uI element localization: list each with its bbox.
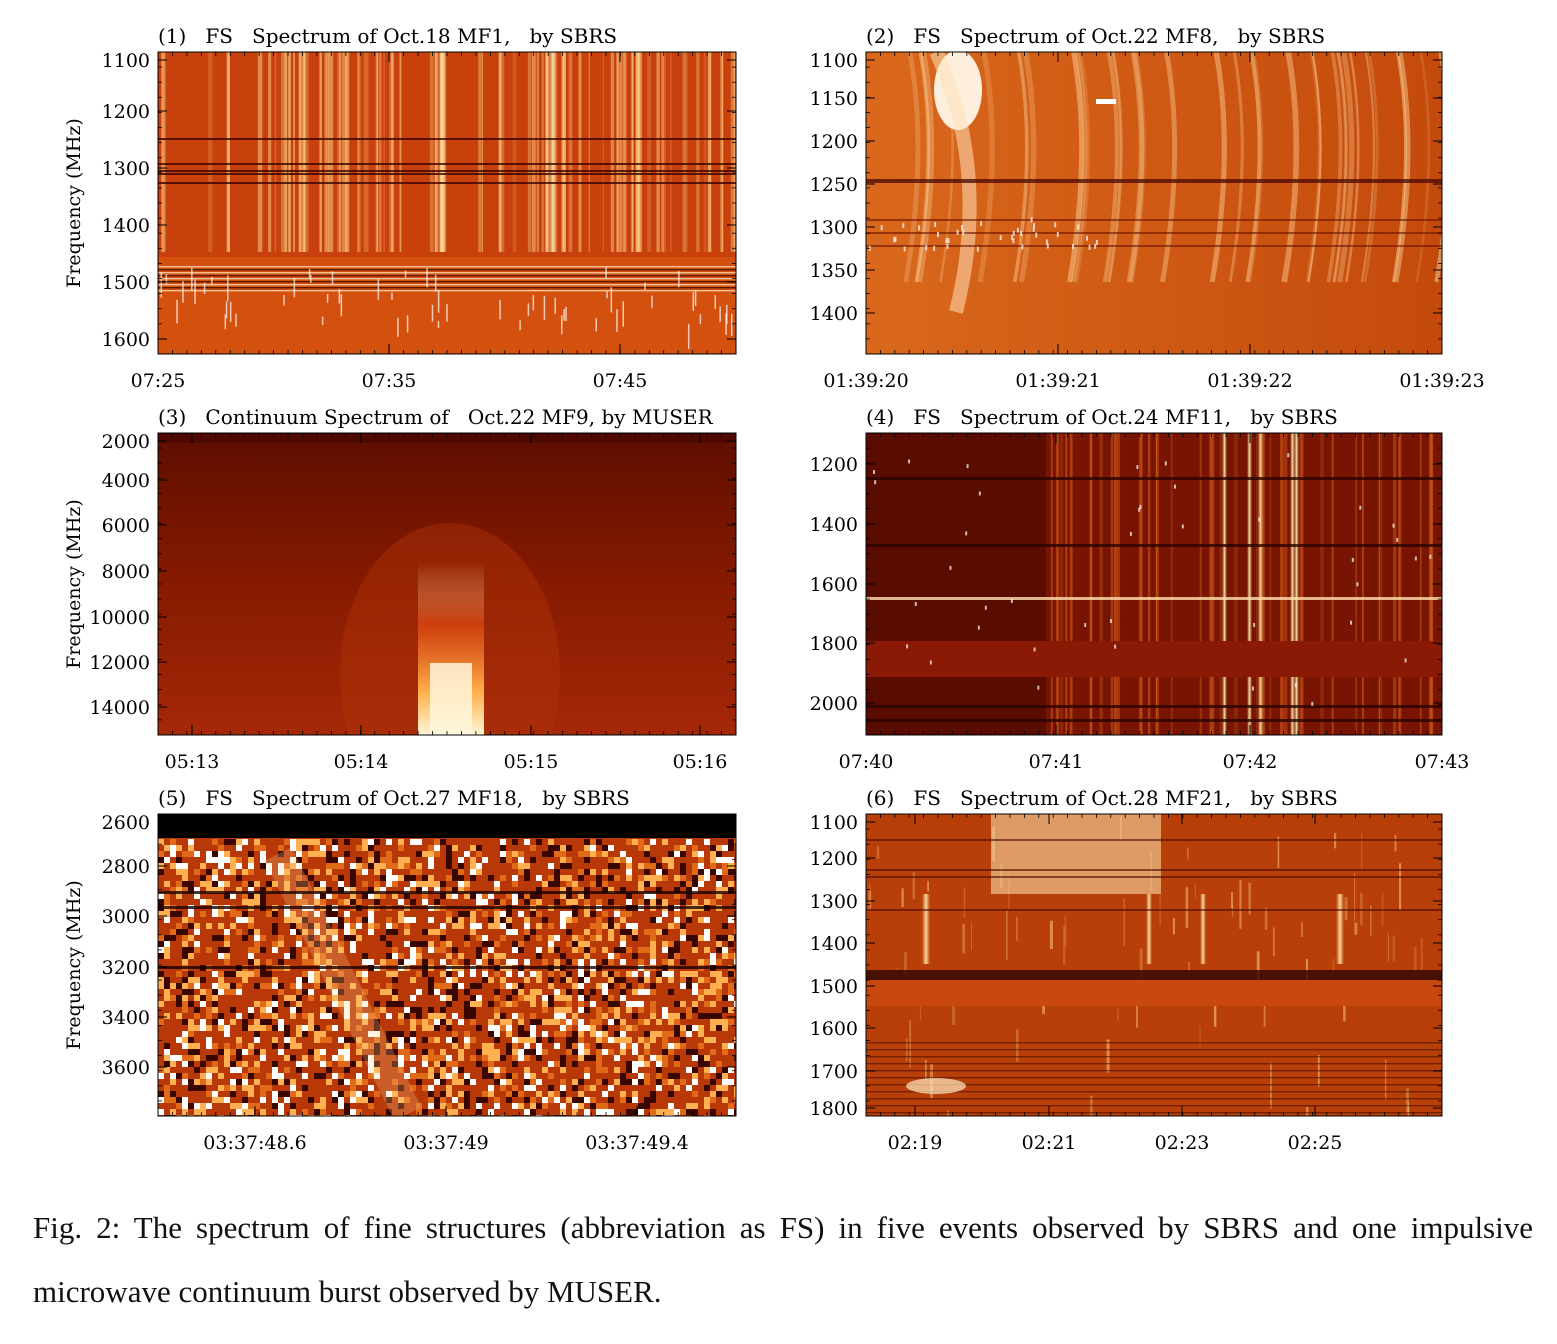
panel-1: (1) FS Spectrum of Oct.18 MF1, by SBRS 11… — [63, 24, 737, 392]
x-tick-label: 03:37:49 — [403, 1132, 488, 1154]
y-tick-label: 12000 — [90, 652, 150, 674]
axis-ticks — [865, 51, 1443, 355]
spectrogram-image — [866, 52, 1442, 354]
x-tick-label: 07:42 — [1223, 751, 1278, 773]
y-tick-label: 1300 — [810, 217, 858, 239]
y-tick-label: 1150 — [810, 88, 858, 110]
panel-title: (2) FS Spectrum of Oct.22 MF8, by SBRS — [866, 24, 1325, 48]
panel-6: (6) FS Spectrum of Oct.28 MF21, by SBRS 1… — [810, 786, 1443, 1154]
y-tick-label: 1100 — [810, 812, 858, 834]
y-tick-label: 2000 — [102, 431, 150, 453]
y-tick-label: 1500 — [810, 976, 858, 998]
y-axis-label: Frequency (MHz) — [63, 880, 85, 1050]
spectrogram-image — [866, 433, 1442, 735]
y-tick-label: 2800 — [102, 856, 150, 878]
spectra-figure: (1) FS Spectrum of Oct.18 MF1, by SBRS 11… — [63, 24, 1485, 1154]
y-tick-label: 1400 — [102, 215, 150, 237]
y-tick-label: 6000 — [102, 515, 150, 537]
y-tick-label: 1600 — [810, 574, 858, 596]
spectrogram-image — [866, 814, 1442, 1116]
panel-5: (5) FS Spectrum of Oct.27 MF18, by SBRS 2… — [63, 786, 737, 1154]
y-tick-label: 3400 — [102, 1007, 150, 1029]
panel-title: (4) FS Spectrum of Oct.24 MF11, by SBRS — [866, 405, 1338, 429]
x-tick-label: 07:25 — [131, 370, 186, 392]
y-tick-label: 3000 — [102, 906, 150, 928]
y-tick-label: 1500 — [102, 272, 150, 294]
x-tick-label: 02:25 — [1288, 1132, 1343, 1154]
y-tick-label: 3600 — [102, 1057, 150, 1079]
spectrogram-image — [158, 433, 736, 735]
y-tick-label: 1800 — [810, 1098, 858, 1120]
x-tick-label: 01:39:20 — [823, 370, 908, 392]
y-tick-label: 1600 — [810, 1018, 858, 1040]
x-tick-label: 07:41 — [1029, 751, 1084, 773]
x-tick-label: 03:37:49.4 — [585, 1132, 688, 1154]
y-tick-label: 1200 — [810, 848, 858, 870]
y-axis-label: Frequency (MHz) — [63, 118, 85, 288]
x-tick-label: 05:14 — [334, 751, 389, 773]
panel-3: (3) Continuum Spectrum of Oct.22 MF9, by… — [63, 405, 737, 773]
y-axis-label: Frequency (MHz) — [63, 499, 85, 669]
y-tick-label: 3200 — [102, 957, 150, 979]
axis-ticks — [157, 51, 737, 355]
y-tick-label: 1400 — [810, 933, 858, 955]
x-tick-label: 02:19 — [888, 1132, 943, 1154]
y-tick-label: 2000 — [810, 693, 858, 715]
y-tick-label: 1200 — [102, 101, 150, 123]
x-tick-label: 07:40 — [839, 751, 894, 773]
axis-ticks — [865, 813, 1443, 1117]
y-tick-label: 1600 — [102, 329, 150, 351]
axis-ticks — [157, 813, 737, 1117]
panel-title: (5) FS Spectrum of Oct.27 MF18, by SBRS — [158, 786, 630, 810]
y-tick-label: 2600 — [102, 812, 150, 834]
panel-2: (2) FS Spectrum of Oct.22 MF8, by SBRS 11… — [810, 24, 1485, 392]
x-tick-label: 07:45 — [593, 370, 648, 392]
y-tick-label: 8000 — [102, 561, 150, 583]
x-tick-label: 01:39:22 — [1207, 370, 1292, 392]
y-tick-label: 1300 — [102, 158, 150, 180]
axis-ticks — [157, 432, 737, 736]
y-tick-label: 1300 — [810, 891, 858, 913]
figure-caption: Fig. 2: The spectrum of fine structures … — [33, 1210, 1533, 1309]
y-tick-label: 4000 — [102, 470, 150, 492]
x-tick-label: 07:43 — [1415, 751, 1470, 773]
y-tick-label: 1200 — [810, 131, 858, 153]
y-tick-label: 14000 — [90, 697, 150, 719]
panel-title: (3) Continuum Spectrum of Oct.22 MF9, by… — [158, 405, 714, 429]
x-tick-label: 01:39:21 — [1015, 370, 1100, 392]
x-tick-label: 02:21 — [1022, 1132, 1077, 1154]
x-tick-label: 05:13 — [165, 751, 220, 773]
y-tick-label: 1100 — [810, 50, 858, 72]
axis-ticks — [865, 432, 1443, 736]
y-tick-label: 1100 — [102, 50, 150, 72]
y-tick-label: 1700 — [810, 1061, 858, 1083]
x-tick-label: 01:39:23 — [1399, 370, 1484, 392]
y-tick-label: 1800 — [810, 633, 858, 655]
spectrogram-image — [158, 52, 736, 354]
y-tick-label: 10000 — [90, 607, 150, 629]
y-tick-label: 1250 — [810, 174, 858, 196]
x-tick-label: 05:16 — [673, 751, 728, 773]
y-tick-label: 1400 — [810, 514, 858, 536]
spectrogram-image — [158, 814, 736, 1116]
y-tick-label: 1400 — [810, 303, 858, 325]
x-tick-label: 05:15 — [504, 751, 559, 773]
x-tick-label: 02:23 — [1155, 1132, 1210, 1154]
panel-4: (4) FS Spectrum of Oct.24 MF11, by SBRS 1… — [810, 405, 1470, 773]
panel-title: (1) FS Spectrum of Oct.18 MF1, by SBRS — [158, 24, 617, 48]
panel-title: (6) FS Spectrum of Oct.28 MF21, by SBRS — [866, 786, 1338, 810]
y-tick-label: 1200 — [810, 454, 858, 476]
y-tick-label: 1350 — [810, 260, 858, 282]
x-tick-label: 07:35 — [362, 370, 417, 392]
x-tick-label: 03:37:48.6 — [203, 1132, 306, 1154]
